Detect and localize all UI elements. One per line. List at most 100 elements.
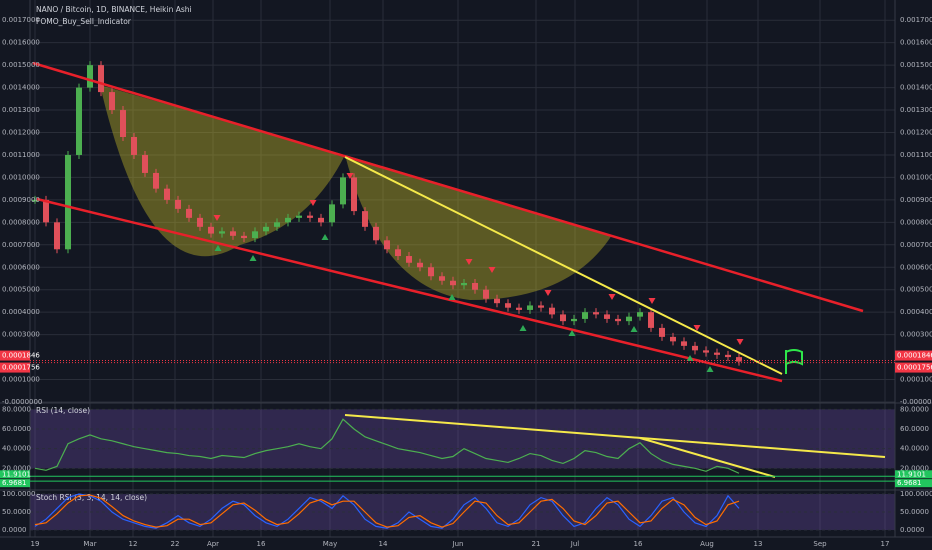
y-tick-label: 0.0004000 [900,308,932,316]
price-label-box [895,362,932,373]
y-tick-label: 0.0008000 [900,218,932,226]
level-label: 11.9101 [2,470,31,478]
candle-body [538,305,544,308]
series-line [34,418,740,474]
y-tick-label: 0.0000 [900,526,925,534]
level-label-box [0,479,30,488]
y-tick-label: 60.0000 [900,425,929,433]
y-tick-label: 0.0017000 [2,16,40,24]
candle-body [120,110,126,138]
y-tick-label: 0.0016000 [2,39,40,47]
y-tick-label: 0.0003000 [900,331,932,339]
x-tick-label: 12 [129,540,138,548]
candle-body [197,217,203,227]
level-label: 11.9101 [897,470,926,478]
sell-signals [213,173,744,345]
flag-icon [785,349,803,374]
candle-body [582,312,588,319]
trend-line [344,414,886,458]
y-tick-label: 0.0006000 [2,263,40,271]
candle-body [142,154,148,173]
candle-body [505,303,511,308]
candle-body [285,217,291,223]
candle-body [494,298,500,304]
y-tick-label: 40.0000 [2,445,31,453]
cup-shape [100,85,345,257]
y-tick-label: 0.0009000 [2,196,40,204]
level-label: 6.9681 [897,479,922,487]
candle-body [615,318,621,322]
y-tick-label: 0.0016000 [900,39,932,47]
y-tick-label: 0.0005000 [900,286,932,294]
x-tick-label: May [323,540,337,548]
candle-body [648,312,654,328]
price-label-box [0,350,30,361]
y-tick-label: 0.0015000 [900,61,932,69]
candle-body [307,215,313,218]
candle-body [175,199,181,209]
candle-body [230,231,236,236]
candle-body [43,199,49,223]
x-tick-label: Jun [452,540,464,548]
x-tick-label: 22 [171,540,180,548]
price-layer [32,61,742,366]
candle-body [626,316,632,322]
candle-body [296,215,302,218]
band [30,409,895,469]
x-tick-label: 16 [634,540,643,548]
indicator-name: FOMO_Buy_Sell_Indicator [36,17,132,26]
candle-body [329,204,335,223]
y-tick-label: 0.0003000 [2,331,40,339]
price-label-box [895,350,932,361]
y-tick-label: 0.0010000 [900,173,932,181]
candle-body [351,177,357,212]
candle-body [263,226,269,232]
y-tick-label: 0.0004000 [2,308,40,316]
y-tick-label: 0.0012000 [2,129,40,137]
chart-title: NANO / Bitcoin, 1D, BINANCE, Heikin Ashi [36,5,192,14]
price-label: 0.0001756 [2,364,40,372]
x-tick-label: 13 [754,540,763,548]
candle-body [362,211,368,227]
x-tick-label: 17 [881,540,890,548]
candle-body [153,172,159,189]
x-tick-label: Jul [570,540,580,548]
y-tick-label: 80.0000 [900,405,929,413]
y-tick-label: 100.0000 [2,490,35,498]
candle-body [439,276,445,281]
y-tick-label: 0.0006000 [900,263,932,271]
y-tick-label: 0.0013000 [2,106,40,114]
x-tick-label: Sep [813,540,827,548]
grid-layer [30,0,895,537]
y-tick-label: 20.0000 [900,464,929,472]
candle-body [54,222,60,250]
candle-body [98,65,104,93]
y-tick-label: 0.0007000 [900,241,932,249]
price-label: 0.0001846 [897,352,932,360]
y-tick-label: 0.0005000 [2,286,40,294]
candle-body [736,357,742,362]
series-line [34,493,740,529]
candle-body [571,318,577,322]
trend-line [344,156,783,375]
level-label-box [895,479,932,488]
x-tick-label: Apr [207,540,219,548]
candle-body [76,87,82,155]
channel-line [36,197,783,383]
candle-body [725,354,731,358]
candle-body [450,280,456,286]
y-tick-label: 0.0015000 [2,61,40,69]
candle-body [659,327,665,337]
candle-body [472,282,478,290]
y-tick-label: -0.0000000 [900,398,932,406]
y-tick-label: 50.0000 [2,508,31,516]
candle-body [32,199,38,202]
y-tick-label: 0.0007000 [2,241,40,249]
y-tick-label: 20.0000 [2,464,31,472]
y-tick-label: 0.0017000 [900,16,932,24]
candle-body [164,188,170,200]
candle-body [274,222,280,227]
candle-body [219,231,225,234]
candle-body [714,352,720,355]
